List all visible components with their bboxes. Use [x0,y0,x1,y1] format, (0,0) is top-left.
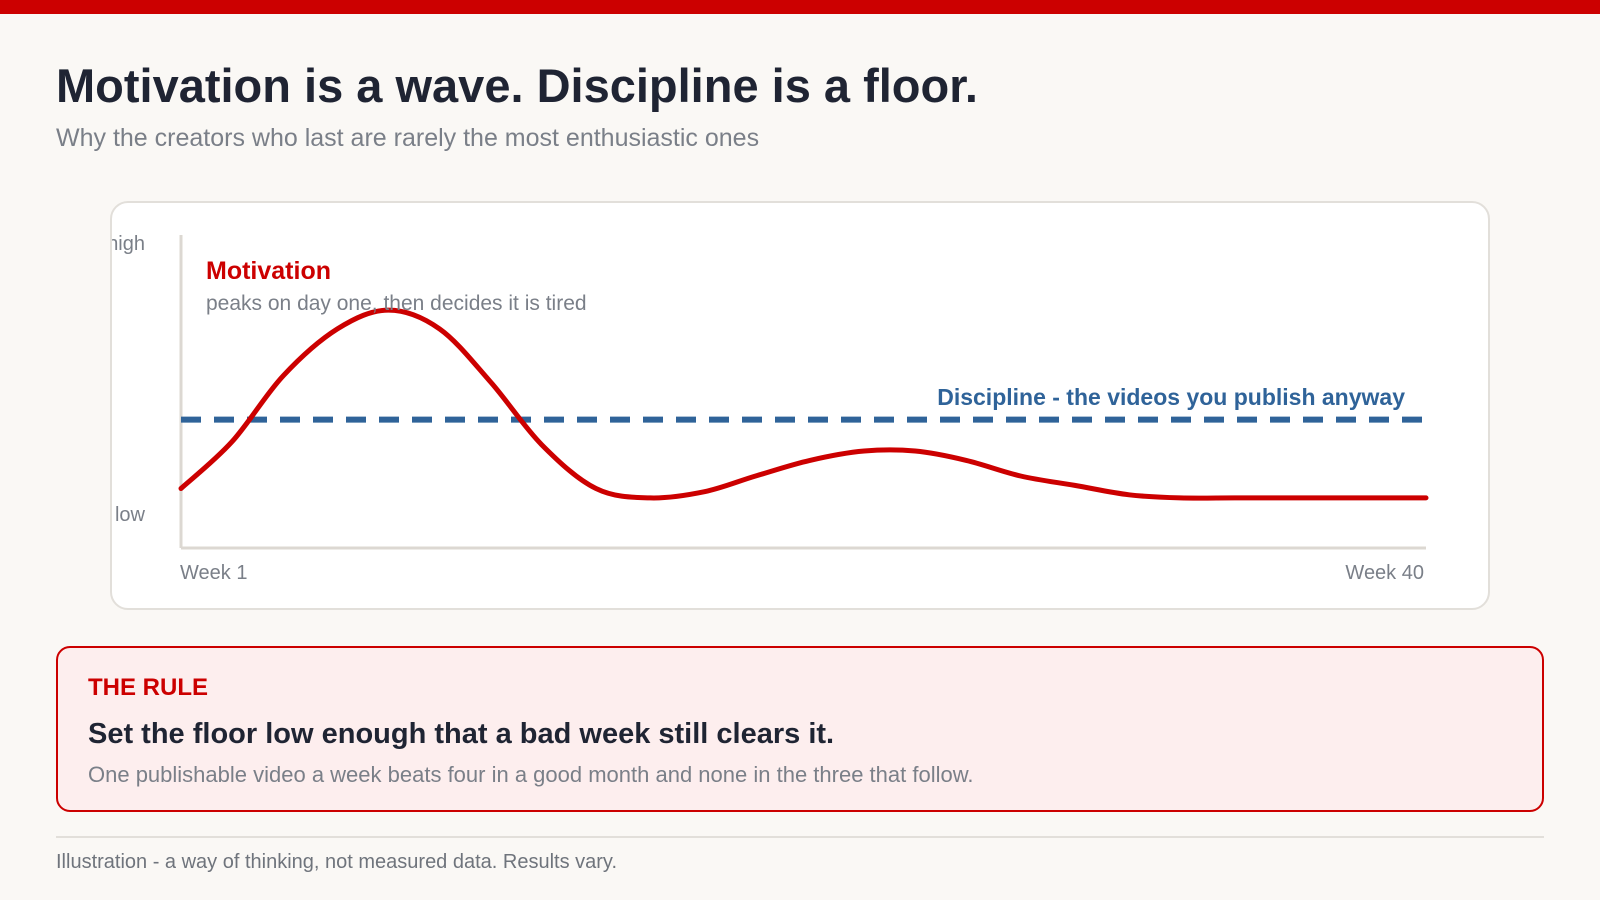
motivation-series-label: Motivation [206,257,331,285]
line-chart: high low Week 1 Week 40 Motivation peaks… [112,233,1429,584]
y-axis-low-label: low [115,504,146,526]
x-axis-end-label: Week 40 [1345,562,1424,584]
rule-headline: Set the floor low enough that a bad week… [88,718,835,750]
chart-card: high low Week 1 Week 40 Motivation peaks… [110,201,1490,610]
discipline-series-label: Discipline - the videos you publish anyw… [937,384,1405,410]
footer-note: Illustration - a way of thinking, not me… [56,851,618,873]
rule-label: THE RULE [88,674,208,701]
y-axis-high-label: high [112,233,145,255]
rule-callout: THE RULE Set the floor low enough that a… [56,646,1544,812]
motivation-series-note: peaks on day one, then decides it is tir… [206,292,587,315]
top-accent-bar [0,0,1600,14]
page-title: Motivation is a wave. Discipline is a fl… [56,59,978,112]
motivation-series-line [178,307,1429,501]
footer-divider [56,836,1544,838]
rule-body: One publishable video a week beats four … [88,762,974,787]
page-subtitle: Why the creators who last are rarely the… [56,124,760,152]
x-axis-start-label: Week 1 [180,562,247,584]
